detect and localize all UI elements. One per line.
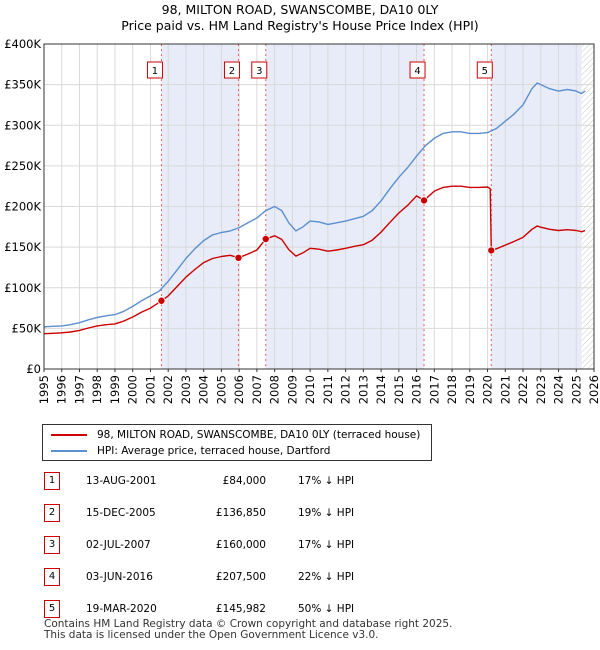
row-hpi-diff: 19% ↓ HPI [298, 507, 355, 519]
footer-line-1: Contains HM Land Registry data © Crown c… [44, 618, 453, 630]
legend: 98, MILTON ROAD, SWANSCOMBE, DA10 0LY (t… [42, 424, 432, 461]
x-tick-label: 2011 [321, 375, 335, 404]
transaction-label-box [146, 61, 163, 79]
legend-label-hpi: HPI: Average price, terraced house, Dart… [97, 445, 331, 457]
x-tick-label: 2003 [179, 375, 193, 404]
x-tick-label: 2000 [126, 375, 140, 404]
x-tick-label: 2006 [232, 375, 246, 404]
x-tick-label: 2008 [268, 375, 282, 404]
legend-swatch-property [51, 434, 87, 436]
row-date: 13-AUG-2001 [86, 475, 157, 487]
row-hpi-diff: 22% ↓ HPI [298, 571, 355, 583]
table-row: 1 13-AUG-2001 £84,000 17% ↓ HPI [42, 470, 442, 492]
property-series-line [43, 185, 586, 335]
transaction-label: 3 [256, 66, 262, 77]
y-tick-label: £300K [4, 118, 41, 132]
row-date: 19-MAR-2020 [86, 603, 157, 615]
x-tick-label: 2001 [143, 375, 157, 404]
chart-title: 98, MILTON ROAD, SWANSCOMBE, DA10 0LY Pr… [0, 2, 600, 34]
x-tick-label: 2004 [197, 375, 211, 404]
x-tick-label: 1999 [108, 375, 122, 404]
x-tick-label: 2016 [410, 375, 424, 404]
title-line-2: Price paid vs. HM Land Registry's House … [121, 18, 479, 33]
transaction-point [234, 253, 243, 262]
title-line-1: 98, MILTON ROAD, SWANSCOMBE, DA10 0LY [161, 2, 439, 17]
footer-attribution: Contains HM Land Registry data © Crown c… [44, 619, 452, 641]
y-tick-label: £250K [4, 159, 41, 173]
transaction-label: 4 [414, 66, 420, 77]
x-tick-label: 1997 [72, 375, 86, 404]
price-chart: 1 2 3 4 5 £0 £50K £100K £150K £200K £250K £300K £350… [4, 37, 600, 404]
x-tick-label: 2022 [516, 375, 530, 404]
table-row: 3 02-JUL-2007 £160,000 17% ↓ HPI [42, 534, 442, 556]
y-tick-label: £350K [4, 78, 41, 92]
row-price: £145,982 [215, 603, 266, 615]
x-tick-label: 2025 [569, 375, 583, 404]
row-number-badge: 2 [44, 504, 60, 522]
row-number-badge: 3 [44, 536, 60, 554]
row-price: £160,000 [215, 539, 266, 551]
plot-border [43, 43, 595, 370]
y-tick-label: £50K [12, 321, 42, 335]
legend-item-hpi: HPI: Average price, terraced house, Dart… [51, 443, 330, 459]
row-date: 15-DEC-2005 [86, 507, 156, 519]
x-tick-label: 2015 [392, 375, 406, 404]
hpi-series-line [43, 82, 586, 328]
row-hpi-diff: 50% ↓ HPI [298, 603, 355, 615]
transaction-label-box [223, 61, 240, 79]
transaction-label-box [476, 61, 493, 79]
row-number-badge: 1 [44, 472, 60, 490]
transaction-point [261, 234, 270, 243]
footer-line-2: This data is licensed under the Open Gov… [44, 629, 379, 641]
x-tick-label: 2020 [481, 375, 495, 404]
x-tick-label: 2002 [161, 375, 175, 404]
legend-item-property: 98, MILTON ROAD, SWANSCOMBE, DA10 0LY (t… [51, 427, 420, 443]
table-row: 4 03-JUN-2016 £207,500 22% ↓ HPI [42, 566, 442, 588]
legend-label-property: 98, MILTON ROAD, SWANSCOMBE, DA10 0LY (t… [97, 429, 421, 441]
y-tick-label: £0 [26, 362, 41, 376]
row-price: £207,500 [215, 571, 266, 583]
row-date: 03-JUN-2016 [86, 571, 153, 583]
y-tick-label: £200K [4, 200, 41, 214]
x-tick-label: 2010 [303, 375, 317, 404]
y-tick-label: £100K [4, 281, 41, 295]
x-tick-label: 2014 [374, 375, 388, 404]
table-row: 2 15-DEC-2005 £136,850 19% ↓ HPI [42, 502, 442, 524]
transaction-label: 2 [229, 66, 235, 77]
row-hpi-diff: 17% ↓ HPI [298, 539, 355, 551]
transaction-point [157, 296, 166, 305]
row-price: £84,000 [222, 475, 266, 487]
row-number-badge: 4 [44, 568, 60, 586]
transaction-label-box [409, 61, 426, 79]
legend-swatch-hpi [51, 450, 87, 452]
transaction-point [420, 196, 429, 205]
x-tick-label: 2019 [463, 375, 477, 404]
x-tick-label: 2005 [214, 375, 228, 404]
x-tick-label: 2017 [427, 375, 441, 404]
transaction-point [487, 246, 496, 255]
transaction-label: 5 [482, 66, 488, 77]
x-tick-label: 2023 [534, 375, 548, 404]
row-hpi-diff: 17% ↓ HPI [298, 475, 355, 487]
y-tick-label: £400K [4, 37, 41, 51]
x-tick-label: 2009 [285, 375, 299, 404]
x-tick-label: 2012 [339, 375, 353, 404]
y-tick-label: £150K [4, 240, 41, 254]
table-row: 5 19-MAR-2020 £145,982 50% ↓ HPI [42, 598, 442, 620]
row-date: 02-JUL-2007 [86, 539, 151, 551]
x-tick-label: 2018 [445, 375, 459, 404]
row-number-badge: 5 [44, 600, 60, 618]
row-price: £136,850 [215, 507, 266, 519]
x-tick-label: 2021 [498, 375, 512, 404]
x-tick-label: 1996 [55, 375, 69, 404]
x-tick-label: 2026 [587, 375, 600, 404]
x-tick-label: 1998 [90, 375, 104, 404]
x-tick-label: 1995 [37, 375, 51, 404]
x-tick-label: 2007 [250, 375, 264, 404]
x-tick-label: 2024 [552, 375, 566, 404]
transaction-label-box [251, 61, 268, 79]
transaction-label: 1 [152, 66, 158, 77]
x-tick-label: 2013 [356, 375, 370, 404]
